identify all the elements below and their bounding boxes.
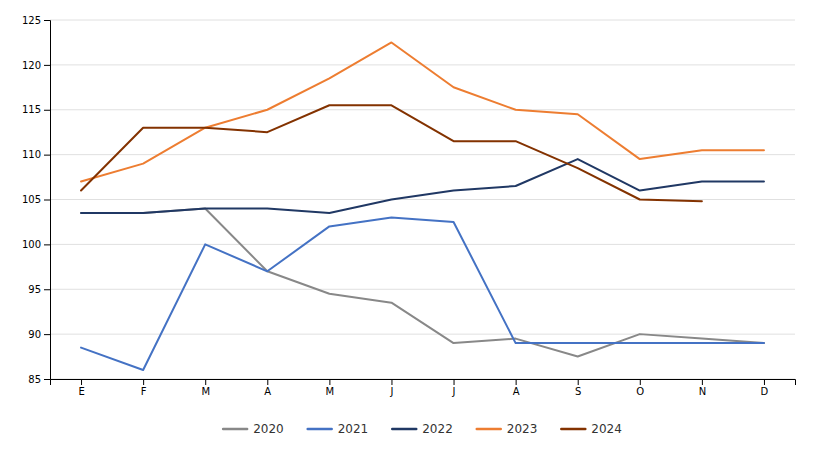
x-tick-mark [205,379,206,385]
grid-line [50,154,795,155]
legend-swatch [561,428,585,431]
x-tick: A [513,379,520,397]
y-tick-label: 120 [22,60,41,71]
x-tick-label: M [201,386,210,397]
series-line [81,42,764,181]
series-line [81,208,764,356]
x-tick-label: N [699,386,706,397]
x-tick: O [636,379,644,397]
x-tick-label: S [575,386,581,397]
legend-swatch [308,428,332,431]
y-tick-mark [44,289,50,290]
legend-item: 2024 [561,422,622,436]
y-tick-label: 125 [22,15,41,26]
y-tick: 105 [22,194,50,205]
series-line [81,217,764,370]
y-tick-mark [44,110,50,111]
y-tick-mark [44,200,50,201]
x-tick: S [575,379,581,397]
x-tick-label: O [636,386,644,397]
x-tick-mark [329,379,330,385]
x-axis: EFMAMJJASOND [51,379,796,397]
x-tick-mark [143,379,144,385]
legend-label: 2022 [422,422,453,436]
x-tick-label: A [264,386,271,397]
y-tick-mark [44,379,50,380]
legend-label: 2020 [253,422,284,436]
x-tick: N [699,379,706,397]
x-tick-mark [81,379,82,385]
y-tick: 90 [28,329,50,340]
y-tick-mark [44,244,50,245]
x-tick-mark [764,379,765,385]
x-tick: A [264,379,271,397]
legend: 2020 2021 2022 2023 2024 [223,422,622,436]
x-tick-mark [578,379,579,385]
y-tick: 120 [22,60,50,71]
series-line [81,159,764,213]
x-tick: E [78,379,84,397]
legend-label: 2023 [507,422,538,436]
legend-item: 2023 [477,422,538,436]
chart: 85 90 95 100 105 110 115 120 125 E F M A M J J A S O N D 2020… [0,0,819,451]
legend-label: 2021 [338,422,369,436]
x-tick-label: J [389,386,393,397]
x-tick: J [389,379,393,397]
x-tick: F [141,379,147,397]
y-tick-label: 90 [28,329,41,340]
lines [81,42,764,370]
grid-line [50,109,795,110]
y-tick: 95 [28,284,50,295]
y-tick-label: 115 [22,104,41,115]
y-tick: 100 [22,239,50,250]
x-tick: M [326,379,335,397]
x-tick-label: A [513,386,520,397]
x-axis-line [51,380,796,386]
y-tick: 125 [22,15,50,26]
y-tick-label: 95 [28,284,41,295]
legend-label: 2024 [591,422,622,436]
y-tick-label: 105 [22,194,41,205]
y-tick-mark [44,334,50,335]
y-axis-line [44,21,51,380]
legend-item: 2020 [223,422,284,436]
legend-swatch [392,428,416,431]
y-tick: 85 [28,374,50,385]
x-tick: D [761,379,769,397]
x-tick-label: E [78,386,84,397]
y-tick-label: 100 [22,239,41,250]
x-tick: M [201,379,210,397]
y-tick: 115 [22,104,50,115]
x-tick-mark [516,379,517,385]
y-tick-mark [44,65,50,66]
y-tick-mark [44,155,50,156]
y-tick-label: 110 [22,149,41,160]
x-tick-label: M [326,386,335,397]
y-tick-label: 85 [28,374,41,385]
grid [50,20,795,379]
x-tick-label: F [141,386,147,397]
x-tick-label: J [452,386,456,397]
legend-swatch [223,428,247,431]
x-tick-mark [391,379,392,385]
legend-item: 2022 [392,422,453,436]
series-line [81,105,702,201]
x-tick-mark [454,379,455,385]
legend-swatch [477,428,501,431]
x-tick-mark [267,379,268,385]
y-tick-mark [44,20,50,21]
x-tick: J [452,379,456,397]
y-tick: 110 [22,149,50,160]
x-tick-mark [702,379,703,385]
plot: 85 90 95 100 105 110 115 120 125 E F M A M J J A S O N D [22,15,796,397]
y-axis: 85 90 95 100 105 110 115 120 125 [22,15,51,385]
x-tick-label: D [761,386,769,397]
legend-item: 2021 [308,422,369,436]
grid-line [50,244,795,245]
x-tick-mark [640,379,641,385]
grid-line [50,289,795,290]
grid-line [50,20,795,21]
